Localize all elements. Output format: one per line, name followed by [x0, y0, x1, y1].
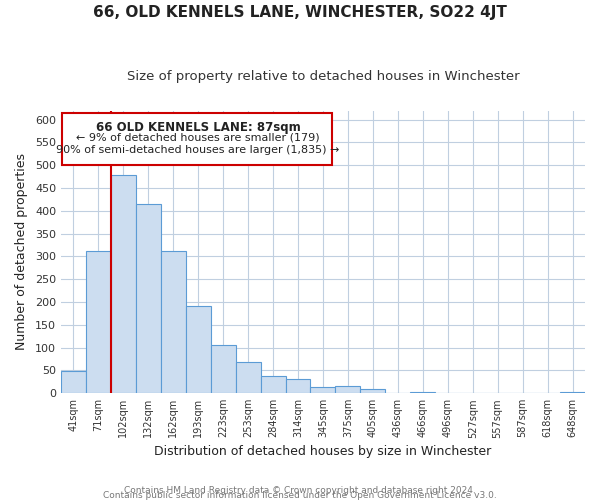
Bar — [560, 392, 585, 393]
Text: Contains HM Land Registry data © Crown copyright and database right 2024.: Contains HM Land Registry data © Crown c… — [124, 486, 476, 495]
Bar — [286, 378, 310, 393]
Text: 66, OLD KENNELS LANE, WINCHESTER, SO22 4JT: 66, OLD KENNELS LANE, WINCHESTER, SO22 4… — [93, 5, 507, 20]
Bar — [86, 251, 111, 393]
Bar — [186, 306, 211, 393]
Text: 66 OLD KENNELS LANE: 87sqm: 66 OLD KENNELS LANE: 87sqm — [96, 120, 301, 134]
Bar — [161, 251, 186, 393]
Title: Size of property relative to detached houses in Winchester: Size of property relative to detached ho… — [127, 70, 519, 83]
Text: 90% of semi-detached houses are larger (1,835) →: 90% of semi-detached houses are larger (… — [56, 144, 340, 154]
Bar — [61, 372, 86, 393]
X-axis label: Distribution of detached houses by size in Winchester: Distribution of detached houses by size … — [154, 444, 491, 458]
Bar — [236, 362, 260, 393]
Text: Contains public sector information licensed under the Open Government Licence v3: Contains public sector information licen… — [103, 490, 497, 500]
Bar — [211, 346, 236, 393]
Bar — [260, 376, 286, 393]
Bar — [410, 392, 435, 393]
Bar — [361, 389, 385, 393]
Text: ← 9% of detached houses are smaller (179): ← 9% of detached houses are smaller (179… — [76, 133, 320, 143]
Bar — [335, 386, 361, 393]
Bar — [310, 387, 335, 393]
Y-axis label: Number of detached properties: Number of detached properties — [15, 154, 28, 350]
FancyBboxPatch shape — [62, 113, 332, 166]
Bar — [111, 176, 136, 393]
Bar — [136, 204, 161, 393]
